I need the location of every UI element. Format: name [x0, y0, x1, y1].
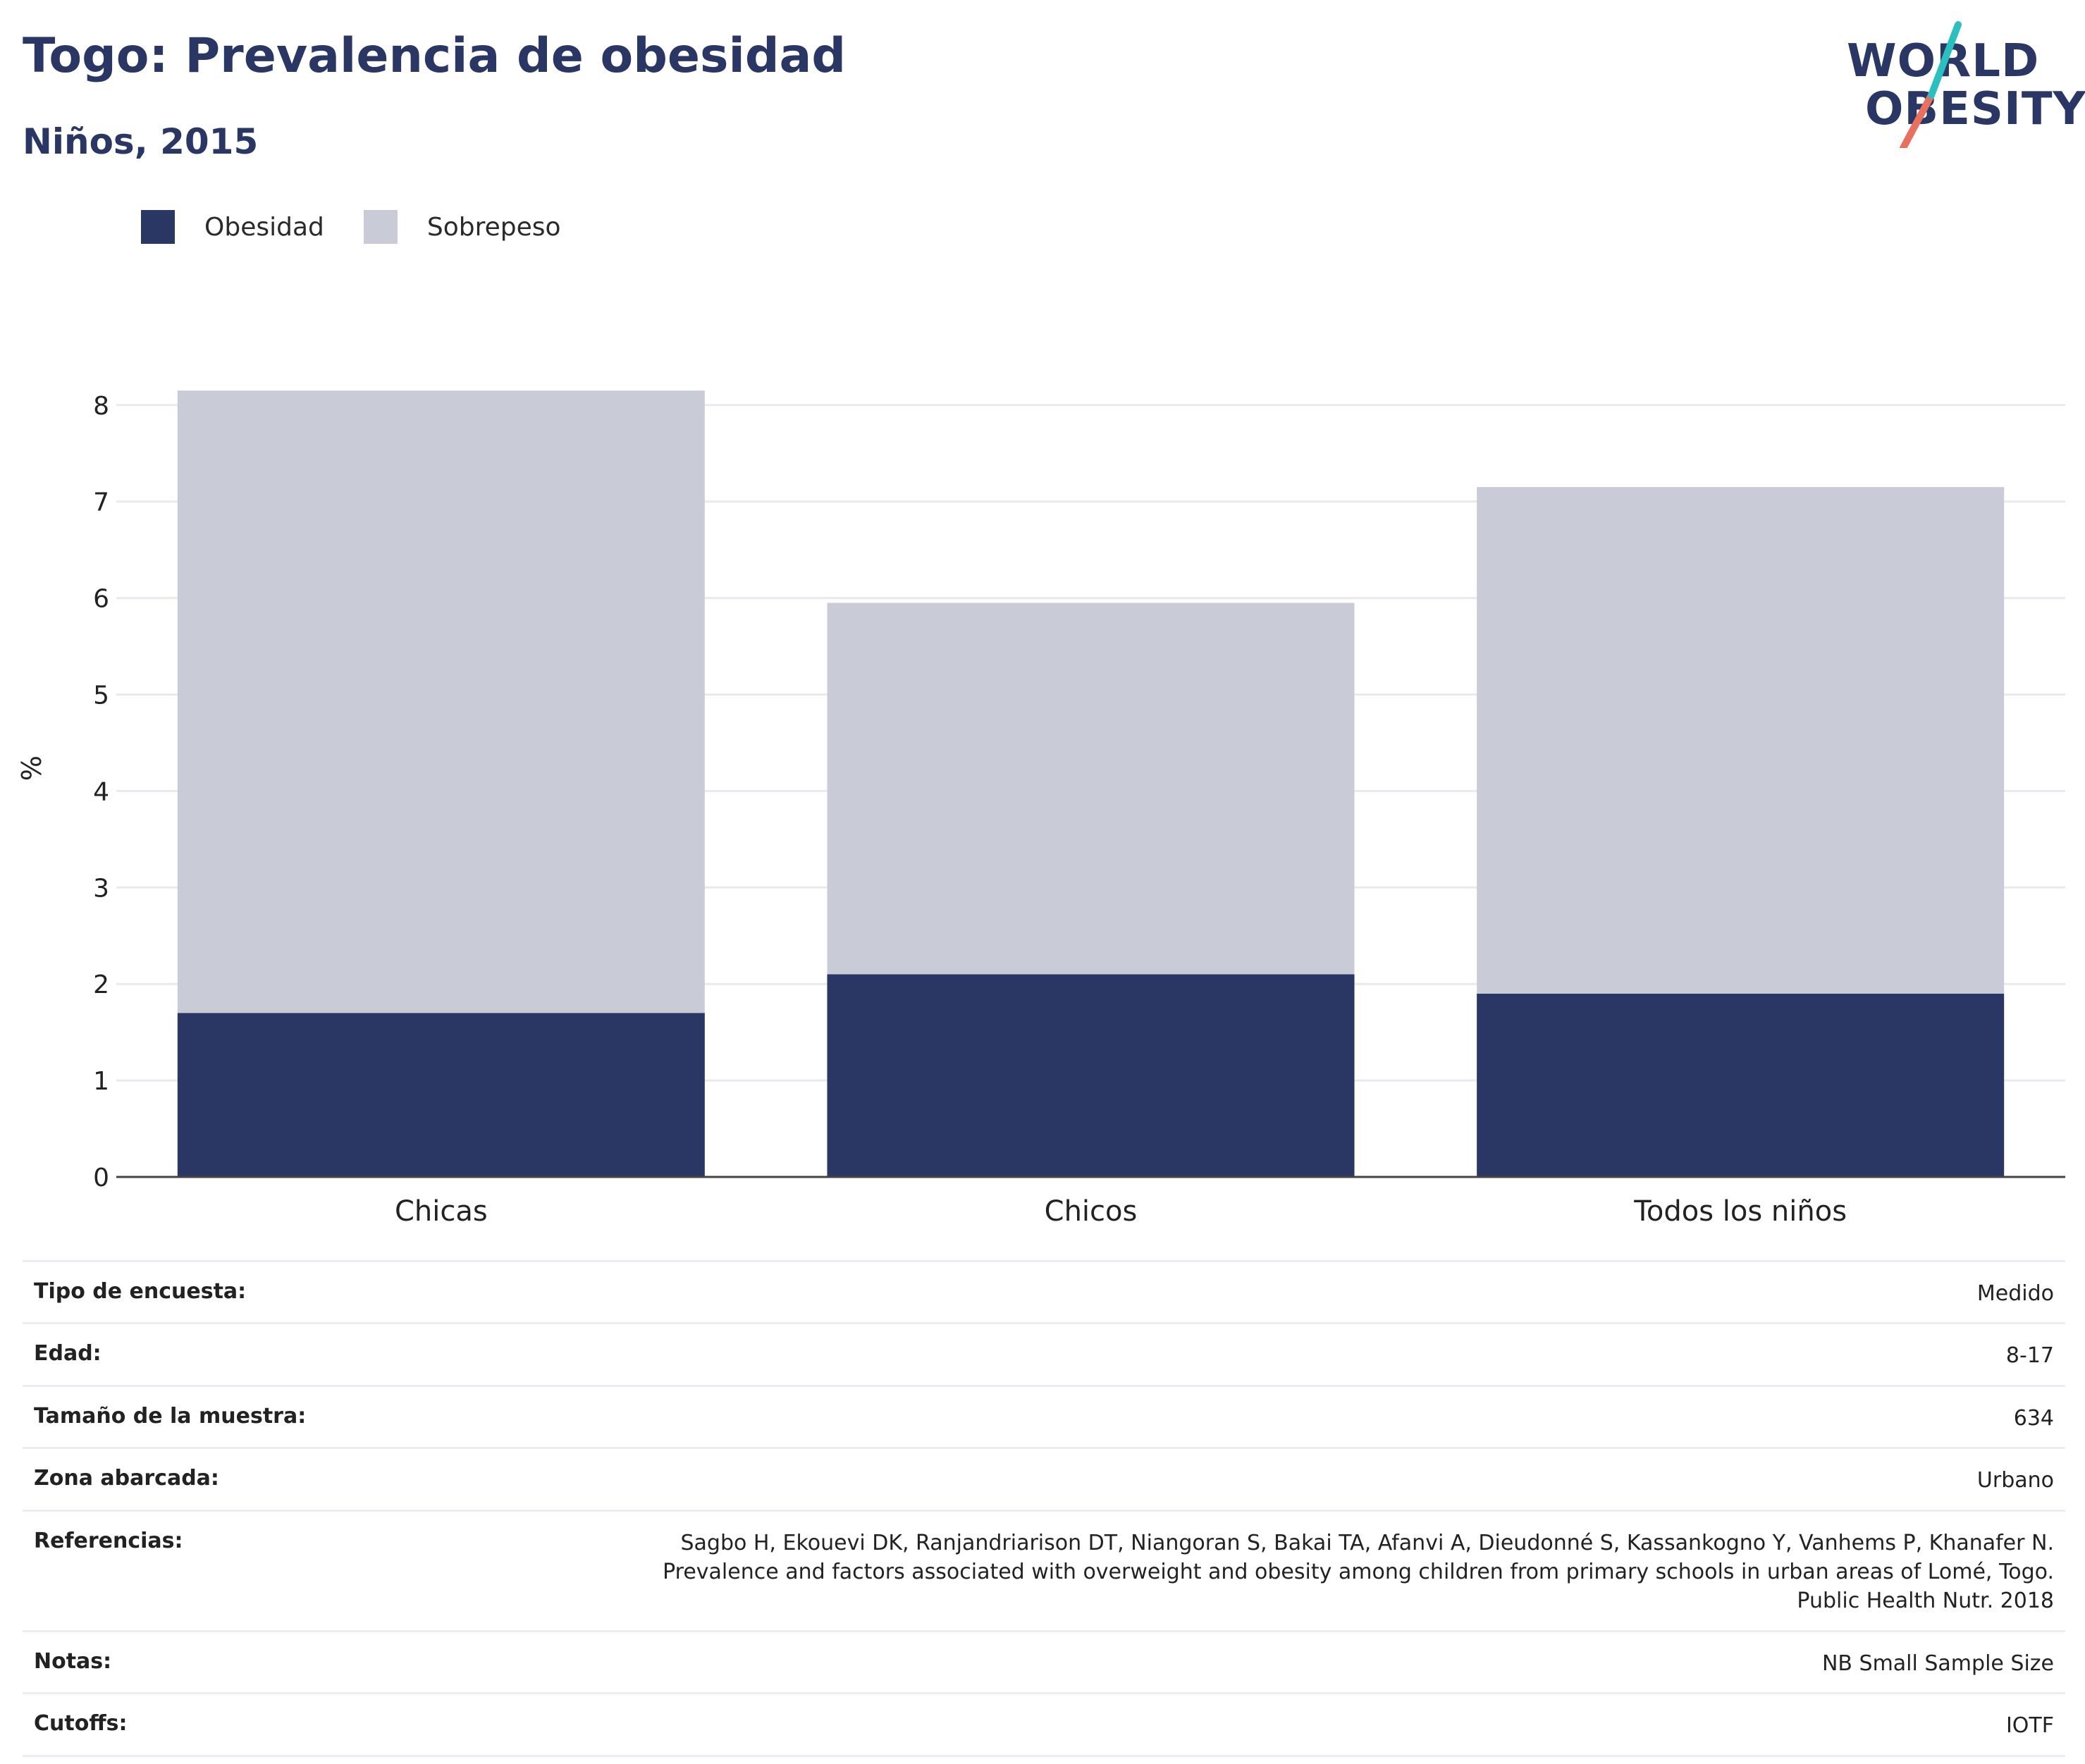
- chart-legend: Obesidad Sobrepeso: [141, 210, 601, 244]
- x-category-label: Todos los niños: [1633, 1195, 1847, 1228]
- info-row: Edad: 8-17: [23, 1324, 2065, 1387]
- x-category-label: Chicas: [395, 1195, 488, 1228]
- legend-label-sobrepeso: Sobrepeso: [426, 212, 561, 242]
- y-tick-label: 7: [93, 488, 109, 517]
- world-obesity-logo: WORLD OBESITY: [1833, 18, 2085, 148]
- y-tick-label: 6: [93, 585, 109, 614]
- info-row: Tamaño de la muestra: 634: [23, 1387, 2065, 1450]
- info-value: 8-17: [2005, 1343, 2054, 1369]
- y-tick-label: 2: [93, 970, 109, 999]
- bars: [177, 390, 2005, 1177]
- y-axis-ticks: 0 1 2 3 4 5 6 7 8: [93, 392, 109, 1192]
- info-key: Edad:: [34, 1341, 102, 1367]
- info-value: 634: [2013, 1405, 2054, 1431]
- info-key: Zona abarcada:: [34, 1466, 219, 1491]
- bar-sobrepeso: [827, 603, 1355, 975]
- info-value: IOTF: [2005, 1713, 2054, 1739]
- y-tick-label: 3: [93, 874, 109, 903]
- info-row: Tipo de encuesta: Medido: [23, 1262, 2065, 1325]
- bar-obesidad: [1477, 993, 2005, 1177]
- x-axis-labels: Chicas Chicos Todos los niños: [395, 1195, 1847, 1228]
- bar-obesidad: [177, 1013, 705, 1177]
- x-category-label: Chicos: [1045, 1195, 1138, 1228]
- info-row: Cutoffs: IOTF: [23, 1694, 2065, 1757]
- y-tick-label: 0: [93, 1164, 109, 1192]
- y-tick-label: 1: [93, 1067, 109, 1096]
- survey-info-table: Tipo de encuesta: Medido Edad: 8-17 Tamaño d…: [23, 1260, 2065, 1757]
- info-row: Referencias: Sagbo H, Ekouevi DK, Ranjand…: [23, 1512, 2065, 1632]
- bar-sobrepeso: [177, 390, 705, 1013]
- legend-label-obesidad: Obesidad: [204, 212, 324, 242]
- info-value-line: Prevalence and factors associated with o…: [663, 1559, 2054, 1584]
- info-key: Referencias:: [34, 1528, 183, 1553]
- info-row: Notas: NB Small Sample Size: [23, 1632, 2065, 1695]
- info-value: Medido: [1976, 1281, 2054, 1306]
- chart-subtitle: Niños, 2015: [23, 121, 259, 162]
- logo-word-2: OBESITY: [1865, 83, 2085, 135]
- info-key: Cutoffs:: [34, 1711, 128, 1737]
- info-row: Zona abarcada: Urbano: [23, 1449, 2065, 1512]
- info-value: Urbano: [1976, 1468, 2054, 1493]
- info-key: Notas:: [34, 1648, 112, 1674]
- stacked-bar-chart: 0 1 2 3 4 5 6 7 8 Chicas Chicos Todos los niños %: [16, 390, 2065, 1228]
- y-axis-title: %: [16, 755, 47, 781]
- chart-title: Togo: Prevalencia de obesidad: [23, 28, 847, 84]
- info-value-line: Sagbo H, Ekouevi DK, Ranjandriarison DT,…: [680, 1530, 2054, 1555]
- info-value: NB Small Sample Size: [1821, 1651, 2054, 1676]
- y-tick-label: 5: [93, 681, 109, 710]
- bar-sobrepeso: [1477, 487, 2005, 994]
- legend-item-obesidad: Obesidad: [141, 210, 324, 244]
- info-value-line: Public Health Nutr. 2018: [1797, 1589, 2054, 1614]
- info-key: Tamaño de la muestra:: [34, 1403, 307, 1429]
- info-key: Tipo de encuesta:: [34, 1279, 247, 1304]
- legend-swatch-sobrepeso: [363, 210, 398, 244]
- bar-obesidad: [827, 974, 1355, 1177]
- y-tick-label: 8: [93, 392, 109, 421]
- logo-slash-icon: [1900, 21, 1962, 148]
- legend-swatch-obesidad: [141, 210, 175, 244]
- y-tick-label: 4: [93, 777, 109, 806]
- legend-item-sobrepeso: Sobrepeso: [363, 210, 561, 244]
- info-value: Sagbo H, Ekouevi DK, Ranjandriarison DT,…: [663, 1529, 2054, 1616]
